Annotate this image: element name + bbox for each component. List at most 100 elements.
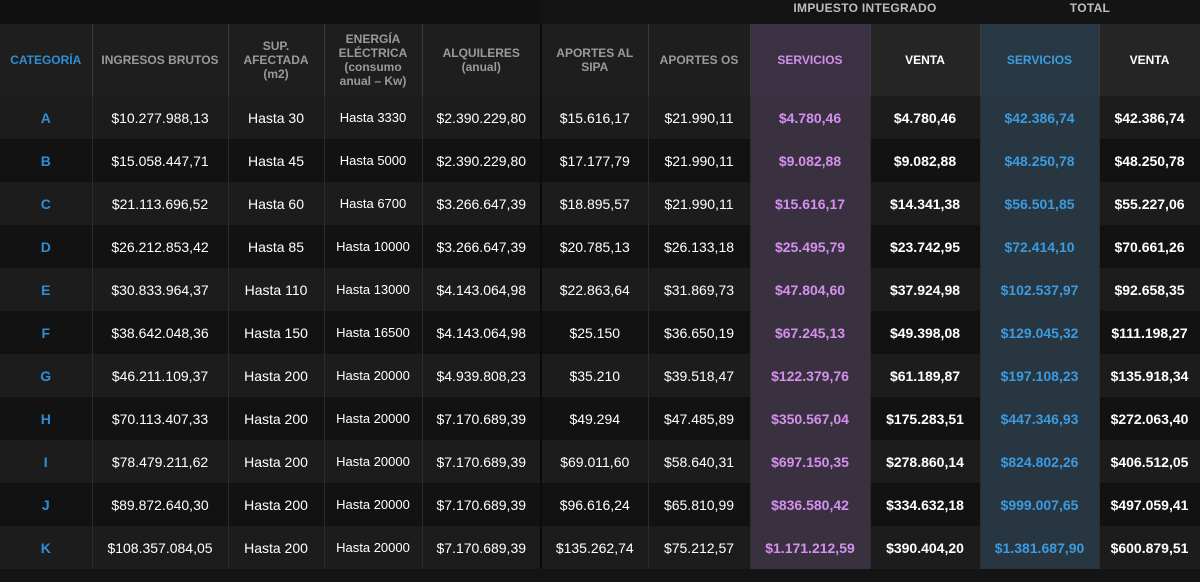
cell-total-servicios: $42.386,74 — [980, 96, 1100, 139]
cell-ingresos-brutos: $15.058.447,71 — [92, 139, 229, 182]
cell-total-servicios: $129.045,32 — [980, 311, 1100, 354]
cell-ingresos-brutos: $26.212.853,42 — [92, 225, 229, 268]
cell-sup-afectada: Hasta 85 — [228, 225, 325, 268]
group-total: TOTAL — [1069, 1, 1111, 15]
cell-impuesto-venta: $49.398,08 — [870, 311, 981, 354]
cell-total-venta: $135.918,34 — [1099, 354, 1200, 397]
cell-total-servicios: $48.250,78 — [980, 139, 1100, 182]
cell-sup-afectada: Hasta 30 — [228, 96, 325, 139]
cell-categoria: F — [0, 311, 93, 354]
cell-categoria: E — [0, 268, 93, 311]
cell-impuesto-servicios: $122.379,76 — [750, 354, 871, 397]
cell-alquileres: $7.170.689,39 — [422, 440, 542, 483]
cell-ingresos-brutos: $46.211.109,37 — [92, 354, 229, 397]
cell-total-servicios: $999.007,65 — [980, 483, 1100, 526]
cell-ingresos-brutos: $30.833.964,37 — [92, 268, 229, 311]
table-row: K $108.357.084,05 Hasta 200 Hasta 20000 $7.1… — [0, 526, 1200, 569]
table-body: A $10.277.988,13 Hasta 30 Hasta 3330 $2.390.… — [0, 96, 1200, 569]
cell-energia-electrica: Hasta 16500 — [324, 311, 423, 354]
cell-aportes-os: $47.485,89 — [648, 397, 751, 440]
col-header-total-servicios: SERVICIOS — [980, 24, 1100, 96]
cell-impuesto-venta: $278.860,14 — [870, 440, 981, 483]
cell-total-venta: $272.063,40 — [1099, 397, 1200, 440]
cell-impuesto-servicios: $25.495,79 — [750, 225, 871, 268]
cell-categoria: A — [0, 96, 93, 139]
cell-impuesto-venta: $37.924,98 — [870, 268, 981, 311]
cell-impuesto-servicios: $350.567,04 — [750, 397, 871, 440]
cell-alquileres: $4.939.808,23 — [422, 354, 542, 397]
cell-total-venta: $42.386,74 — [1099, 96, 1200, 139]
col-header-alquileres: ALQUILERES (anual) — [422, 24, 542, 96]
cell-total-servicios: $56.501,85 — [980, 182, 1100, 225]
cell-aportes-sipa: $20.785,13 — [540, 225, 649, 268]
col-header-ingresos-brutos: INGRESOS BRUTOS — [92, 24, 229, 96]
cell-alquileres: $3.266.647,39 — [422, 225, 542, 268]
cell-aportes-os: $21.990,11 — [648, 139, 751, 182]
cell-sup-afectada: Hasta 200 — [228, 354, 325, 397]
cell-alquileres: $7.170.689,39 — [422, 397, 542, 440]
cell-ingresos-brutos: $108.357.084,05 — [92, 526, 229, 569]
cell-sup-afectada: Hasta 110 — [228, 268, 325, 311]
cell-categoria: B — [0, 139, 93, 182]
cell-sup-afectada: Hasta 200 — [228, 440, 325, 483]
cell-energia-electrica: Hasta 20000 — [324, 354, 423, 397]
cell-categoria: I — [0, 440, 93, 483]
table-row: B $15.058.447,71 Hasta 45 Hasta 5000 $2.390.… — [0, 139, 1200, 182]
cell-total-venta: $92.658,35 — [1099, 268, 1200, 311]
cell-total-servicios: $1.381.687,90 — [980, 526, 1100, 569]
table-row: D $26.212.853,42 Hasta 85 Hasta 10000 $3.266… — [0, 225, 1200, 268]
cell-impuesto-venta: $334.632,18 — [870, 483, 981, 526]
cell-total-servicios: $102.537,97 — [980, 268, 1100, 311]
cell-ingresos-brutos: $38.642.048,36 — [92, 311, 229, 354]
table-row: J $89.872.640,30 Hasta 200 Hasta 20000 $7.17… — [0, 483, 1200, 526]
cell-total-venta: $48.250,78 — [1099, 139, 1200, 182]
cell-impuesto-venta: $175.283,51 — [870, 397, 981, 440]
group-header-spacer — [0, 0, 541, 24]
cell-energia-electrica: Hasta 10000 — [324, 225, 423, 268]
cell-aportes-sipa: $15.616,17 — [540, 96, 649, 139]
cell-impuesto-venta: $61.189,87 — [870, 354, 981, 397]
cell-impuesto-servicios: $1.171.212,59 — [750, 526, 871, 569]
cell-alquileres: $4.143.064,98 — [422, 311, 542, 354]
table-row: I $78.479.211,62 Hasta 200 Hasta 20000 $7.17… — [0, 440, 1200, 483]
cell-aportes-sipa: $22.863,64 — [540, 268, 649, 311]
cell-alquileres: $2.390.229,80 — [422, 96, 542, 139]
cell-sup-afectada: Hasta 60 — [228, 182, 325, 225]
cell-impuesto-servicios: $697.150,35 — [750, 440, 871, 483]
cell-impuesto-servicios: $15.616,17 — [750, 182, 871, 225]
cell-impuesto-servicios: $67.245,13 — [750, 311, 871, 354]
cell-aportes-sipa: $17.177,79 — [540, 139, 649, 182]
cell-impuesto-servicios: $9.082,88 — [750, 139, 871, 182]
cell-ingresos-brutos: $89.872.640,30 — [92, 483, 229, 526]
cell-total-servicios: $447.346,93 — [980, 397, 1100, 440]
table-row: H $70.113.407,33 Hasta 200 Hasta 20000 $7.17… — [0, 397, 1200, 440]
group-impuesto-integrado: IMPUESTO INTEGRADO — [793, 1, 937, 15]
cell-aportes-sipa: $96.616,24 — [540, 483, 649, 526]
cell-impuesto-venta: $9.082,88 — [870, 139, 981, 182]
cell-total-venta: $406.512,05 — [1099, 440, 1200, 483]
cell-energia-electrica: Hasta 6700 — [324, 182, 423, 225]
cell-ingresos-brutos: $10.277.988,13 — [92, 96, 229, 139]
cell-categoria: H — [0, 397, 93, 440]
col-header-categoria: CATEGORÍA — [0, 24, 93, 96]
col-header-energia-electrica: ENERGÍA ELÉCTRICA (consumo anual – Kw) — [324, 24, 423, 96]
cell-aportes-sipa: $18.895,57 — [540, 182, 649, 225]
cell-aportes-os: $65.810,99 — [648, 483, 751, 526]
cell-energia-electrica: Hasta 5000 — [324, 139, 423, 182]
cell-energia-electrica: Hasta 20000 — [324, 440, 423, 483]
cell-sup-afectada: Hasta 200 — [228, 526, 325, 569]
cell-impuesto-venta: $14.341,38 — [870, 182, 981, 225]
cell-total-servicios: $824.802,26 — [980, 440, 1100, 483]
cell-aportes-os: $26.133,18 — [648, 225, 751, 268]
cell-aportes-os: $75.212,57 — [648, 526, 751, 569]
cell-categoria: C — [0, 182, 93, 225]
table-row: A $10.277.988,13 Hasta 30 Hasta 3330 $2.390.… — [0, 96, 1200, 139]
cell-energia-electrica: Hasta 3330 — [324, 96, 423, 139]
cell-aportes-os: $36.650,19 — [648, 311, 751, 354]
cell-total-venta: $497.059,41 — [1099, 483, 1200, 526]
cell-sup-afectada: Hasta 45 — [228, 139, 325, 182]
cell-alquileres: $7.170.689,39 — [422, 483, 542, 526]
cell-categoria: D — [0, 225, 93, 268]
cell-sup-afectada: Hasta 150 — [228, 311, 325, 354]
